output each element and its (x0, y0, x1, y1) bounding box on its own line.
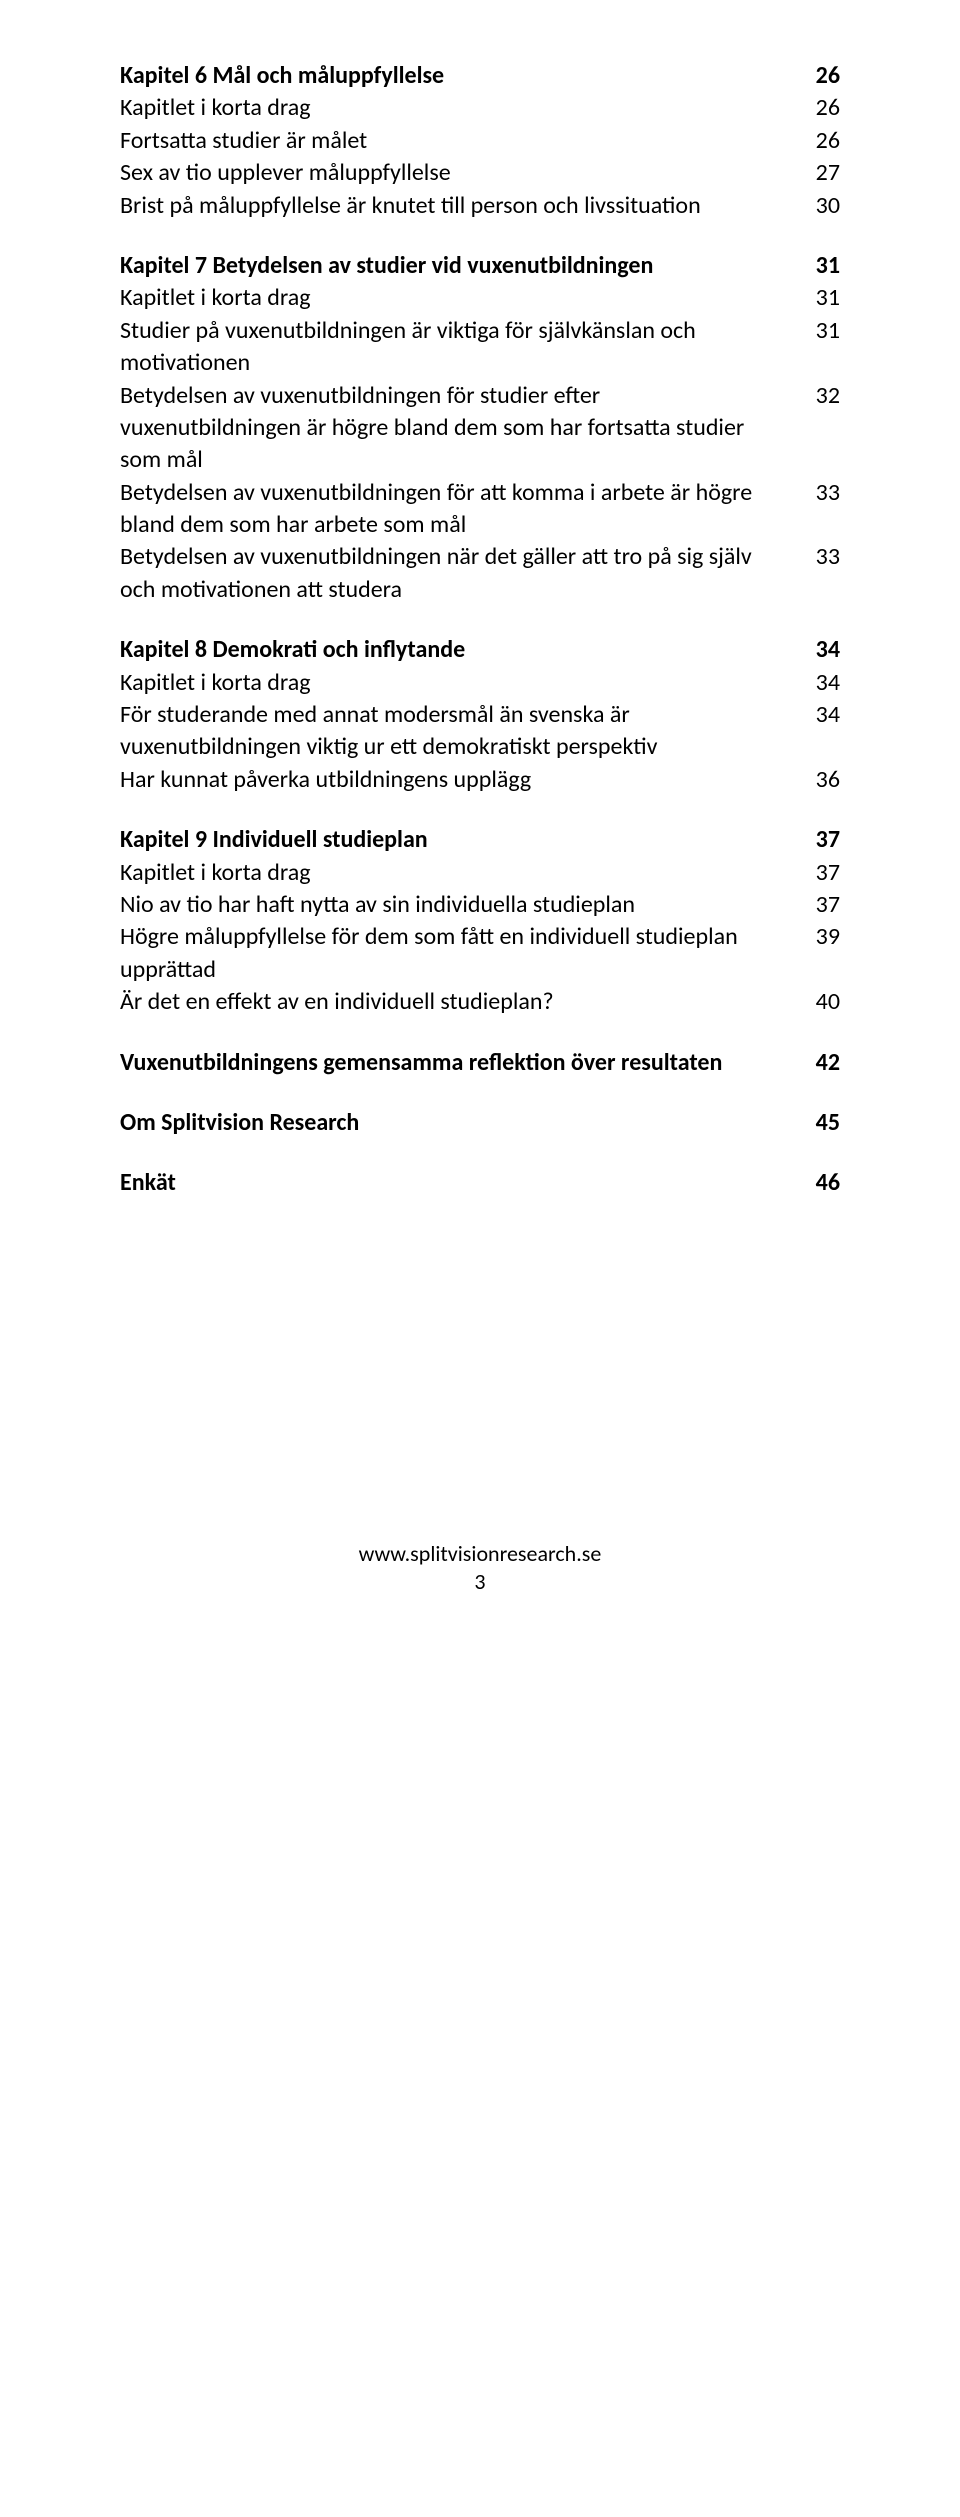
toc-page-number: 33 (800, 477, 840, 509)
footer-url: www.splitvisionresearch.se (120, 1540, 840, 1569)
toc-page-number: 33 (800, 541, 840, 573)
toc-label: Nio av tio har haft nytta av sin individ… (120, 889, 800, 921)
toc-row: Kapitlet i korta drag31 (120, 282, 840, 314)
toc-page-number: 42 (800, 1047, 840, 1079)
toc-label: Om Splitvision Research (120, 1107, 800, 1139)
toc-row: Om Splitvision Research45 (120, 1107, 840, 1139)
toc-page-number: 31 (800, 315, 840, 347)
toc-page-number: 31 (800, 250, 840, 282)
toc-page-number: 34 (800, 699, 840, 731)
toc-label: Studier på vuxenutbildningen är viktiga … (120, 315, 800, 380)
toc-page-number: 46 (800, 1167, 840, 1199)
toc-row: Kapitel 7 Betydelsen av studier vid vuxe… (120, 250, 840, 282)
page-footer: www.splitvisionresearch.se 3 (120, 1540, 840, 1597)
toc-row: Kapitel 6 Mål och måluppfyllelse26 (120, 60, 840, 92)
toc-page-number: 39 (800, 921, 840, 953)
toc-row: Kapitel 8 Demokrati och inflytande34 (120, 634, 840, 666)
toc-page-number: 45 (800, 1107, 840, 1139)
toc-label: Kapitel 9 Individuell studieplan (120, 824, 800, 856)
toc-row: Vuxenutbildningens gemensamma reflektion… (120, 1047, 840, 1079)
toc-label: Betydelsen av vuxenutbildningen för att … (120, 477, 800, 542)
toc-section: Kapitel 8 Demokrati och inflytande34Kapi… (120, 634, 840, 796)
toc-label: Betydelsen av vuxenutbildningen för stud… (120, 380, 800, 477)
toc-page-number: 34 (800, 667, 840, 699)
toc-row: För studerande med annat modersmål än sv… (120, 699, 840, 764)
footer-page-number: 3 (120, 1568, 840, 1597)
toc-row: Brist på måluppfyllelse är knutet till p… (120, 190, 840, 222)
toc-label: Kapitel 6 Mål och måluppfyllelse (120, 60, 800, 92)
toc-page-number: 31 (800, 282, 840, 314)
toc-row: Betydelsen av vuxenutbildningen när det … (120, 541, 840, 606)
toc-row: Nio av tio har haft nytta av sin individ… (120, 889, 840, 921)
toc-row: Kapitlet i korta drag34 (120, 667, 840, 699)
toc-row: Studier på vuxenutbildningen är viktiga … (120, 315, 840, 380)
toc-section: Vuxenutbildningens gemensamma reflektion… (120, 1047, 840, 1079)
toc-label: Vuxenutbildningens gemensamma reflektion… (120, 1047, 800, 1079)
toc-row: Fortsatta studier är målet26 (120, 125, 840, 157)
toc-section: Om Splitvision Research45 (120, 1107, 840, 1139)
toc-page-number: 26 (800, 92, 840, 124)
toc-page-number: 37 (800, 824, 840, 856)
toc-row: Är det en effekt av en individuell studi… (120, 986, 840, 1018)
toc-page-number: 32 (800, 380, 840, 412)
toc-label: Sex av tio upplever måluppfyllelse (120, 157, 800, 189)
toc-label: Kapitlet i korta drag (120, 857, 800, 889)
toc-label: Kapitlet i korta drag (120, 667, 800, 699)
toc-section: Kapitel 6 Mål och måluppfyllelse26Kapitl… (120, 60, 840, 222)
toc-label: Kapitel 7 Betydelsen av studier vid vuxe… (120, 250, 800, 282)
toc-label: Brist på måluppfyllelse är knutet till p… (120, 190, 800, 222)
toc-label: Enkät (120, 1167, 800, 1199)
toc-row: Kapitlet i korta drag37 (120, 857, 840, 889)
toc-row: Kapitel 9 Individuell studieplan37 (120, 824, 840, 856)
toc-row: Har kunnat påverka utbildningens upplägg… (120, 764, 840, 796)
toc-label: Är det en effekt av en individuell studi… (120, 986, 800, 1018)
toc-label: Har kunnat påverka utbildningens upplägg (120, 764, 800, 796)
toc-page-number: 37 (800, 857, 840, 889)
toc-section: Kapitel 9 Individuell studieplan37Kapitl… (120, 824, 840, 1018)
toc-row: Högre måluppfyllelse för dem som fått en… (120, 921, 840, 986)
toc-label: Kapitlet i korta drag (120, 92, 800, 124)
toc-label: Högre måluppfyllelse för dem som fått en… (120, 921, 800, 986)
toc-row: Sex av tio upplever måluppfyllelse27 (120, 157, 840, 189)
toc-row: Kapitlet i korta drag26 (120, 92, 840, 124)
toc-page-number: 40 (800, 986, 840, 1018)
toc-label: För studerande med annat modersmål än sv… (120, 699, 800, 764)
toc-row: Enkät46 (120, 1167, 840, 1199)
toc-row: Betydelsen av vuxenutbildningen för att … (120, 477, 840, 542)
toc-label: Betydelsen av vuxenutbildningen när det … (120, 541, 800, 606)
toc-page-number: 26 (800, 125, 840, 157)
toc-page-number: 34 (800, 634, 840, 666)
toc-page-number: 30 (800, 190, 840, 222)
toc-page-number: 27 (800, 157, 840, 189)
toc-page-number: 36 (800, 764, 840, 796)
toc-page-number: 26 (800, 60, 840, 92)
table-of-contents: Kapitel 6 Mål och måluppfyllelse26Kapitl… (120, 60, 840, 1200)
toc-row: Betydelsen av vuxenutbildningen för stud… (120, 380, 840, 477)
toc-label: Kapitlet i korta drag (120, 282, 800, 314)
toc-section: Enkät46 (120, 1167, 840, 1199)
toc-label: Fortsatta studier är målet (120, 125, 800, 157)
toc-page-number: 37 (800, 889, 840, 921)
toc-label: Kapitel 8 Demokrati och inflytande (120, 634, 800, 666)
toc-section: Kapitel 7 Betydelsen av studier vid vuxe… (120, 250, 840, 606)
